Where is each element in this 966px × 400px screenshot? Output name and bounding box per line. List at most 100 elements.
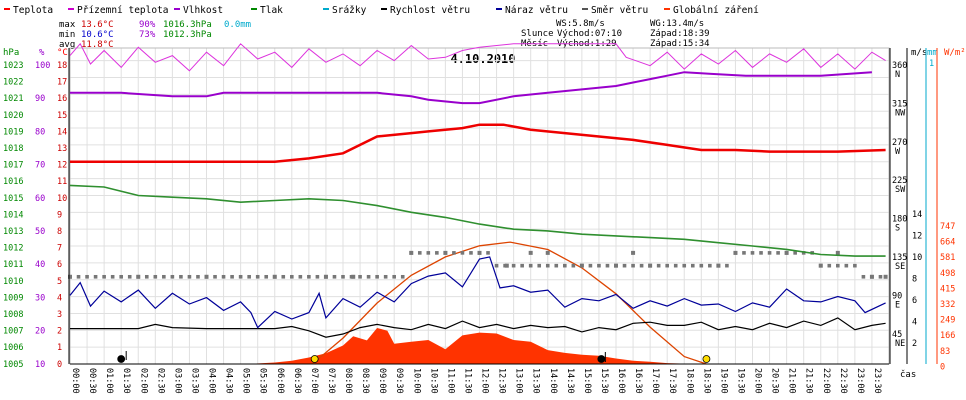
series-wind-direction-point <box>614 263 618 268</box>
series-wind-direction-point <box>733 251 738 255</box>
x-tick-label: 20:30 <box>770 368 780 394</box>
x-tick-label: 12:00 <box>480 368 490 394</box>
series-wind-direction-point <box>878 274 883 279</box>
series-wind-direction-point <box>545 263 550 268</box>
sun-label: Slunce <box>521 29 554 39</box>
series-wind-direction-point <box>85 274 89 279</box>
series-wind-direction-point <box>196 274 200 279</box>
wm-tick-label: 0 <box>940 362 945 372</box>
x-tick-label: 02:30 <box>155 368 165 394</box>
series-wind-direction-point <box>315 274 320 279</box>
x-tick-label: 09:00 <box>377 368 387 394</box>
wind-gust-info: WG:13.4m/s <box>650 19 704 29</box>
series-wind-direction-point <box>528 263 533 268</box>
series-clear-sky-radiation <box>311 241 707 365</box>
series-wind-direction-point <box>870 274 874 279</box>
series-wind-direction-point <box>827 263 832 268</box>
series-wind-direction-point <box>127 274 132 279</box>
series-wind-direction-point <box>486 251 490 255</box>
direction-cardinal-label: NW <box>895 108 906 118</box>
legend-label: Srážky <box>332 5 367 16</box>
series-wind-direction-point <box>682 263 687 268</box>
series-wind-direction-point <box>836 263 840 268</box>
stats-panel: max 13.6°C 90% 1016.3hPa 0.0mm min 10.6°C 73% 10… <box>59 20 251 50</box>
moonset-time: Západ:15:34 <box>650 39 710 49</box>
legend-label: Náraz větru <box>505 5 568 16</box>
series-wind-direction-point <box>93 274 98 279</box>
hpa-tick-label: 1022 <box>3 78 23 88</box>
series-wind-direction-point <box>853 263 857 268</box>
x-tick-label: 05:00 <box>241 368 251 394</box>
sunrise-marker <box>310 355 319 363</box>
series-humidity <box>70 71 872 105</box>
x-tick-label: 19:00 <box>718 368 728 394</box>
x-tick-label: 17:00 <box>650 368 660 394</box>
direction-degree-label: 135 <box>892 253 907 263</box>
temp-tick-label: 18 <box>57 61 67 71</box>
series-wind-direction-point <box>818 263 823 268</box>
hpa-tick-label: 1016 <box>3 177 23 187</box>
series-wind-direction-point <box>469 251 473 255</box>
series-wind-direction-point <box>503 263 507 268</box>
series-wind-direction-point <box>656 263 661 268</box>
series-wind-direction-point <box>375 274 379 279</box>
series-wind-direction-point <box>622 263 627 268</box>
direction-cardinal-label: S <box>895 224 900 234</box>
hpa-tick-label: 1012 <box>3 244 23 254</box>
series-wind-direction-point <box>170 274 175 279</box>
hpa-axis-title: hPa <box>3 48 19 58</box>
series-wind-direction-point <box>435 251 439 255</box>
series-wind-direction-point <box>563 263 567 268</box>
wm-tick-label: 83 <box>940 347 950 357</box>
x-tick-label: 10:00 <box>411 368 421 394</box>
stat-rain: 0.0mm <box>224 20 251 30</box>
direction-degree-label: 90 <box>892 291 902 301</box>
series-pressure <box>69 184 886 257</box>
x-tick-label: 22:00 <box>821 368 831 394</box>
series-wind-direction-point <box>528 250 533 255</box>
series-wind-direction-point <box>400 274 405 279</box>
legend-label: Vlhkost <box>183 5 223 16</box>
moonrise-marker <box>117 355 126 363</box>
direction-degree-label: 180 <box>892 215 907 225</box>
stat-pressure: 1016.3hPa <box>163 20 212 30</box>
series-wind-direction-point <box>290 274 294 279</box>
series-wind-direction-point <box>392 274 396 279</box>
series-wind-direction-point <box>204 274 209 279</box>
series-wind-direction-point <box>742 251 746 255</box>
series-global-radiation <box>70 328 886 364</box>
series-wind-direction-point <box>349 274 354 279</box>
series-wind-direction-point <box>247 274 251 279</box>
x-tick-label: 18:00 <box>684 368 694 394</box>
x-tick-label: 00:00 <box>70 368 80 394</box>
hpa-tick-label: 1015 <box>3 194 23 204</box>
series-wind-direction-point <box>76 274 81 279</box>
hpa-tick-label: 1017 <box>3 161 23 171</box>
wm-tick-label: 581 <box>940 253 955 263</box>
hpa-tick-label: 1008 <box>3 310 23 320</box>
x-tick-label: 06:00 <box>275 368 285 394</box>
series-wind-direction-point <box>358 274 362 279</box>
series-wind-direction-point <box>537 263 542 268</box>
temp-tick-label: 11 <box>57 177 67 187</box>
series-wind-direction-point <box>554 263 559 268</box>
series-wind-direction-point <box>341 274 345 279</box>
hpa-tick-label: 1013 <box>3 227 23 237</box>
legend-label: Tlak <box>260 5 283 16</box>
series-wind-direction-point <box>597 263 601 268</box>
series-wind-direction-point <box>221 274 226 279</box>
wm-tick-label: 498 <box>940 269 955 279</box>
series-wind-direction-point <box>759 251 763 255</box>
x-tick-label: 16:00 <box>616 368 626 394</box>
x-tick-label: 23:30 <box>872 368 882 394</box>
legend-label: Přízemní teplota <box>77 5 169 16</box>
series-wind-direction-point <box>648 263 652 268</box>
temp-tick-label: 1 <box>57 343 62 353</box>
x-tick-label: 02:00 <box>138 368 148 394</box>
direction-degree-label: 315 <box>892 99 907 109</box>
sunrise-time: Východ:07:10 <box>557 29 622 39</box>
stat-temp: 13.6°C <box>81 20 114 30</box>
series-wind-direction-point <box>417 251 422 255</box>
temp-tick-label: 12 <box>57 161 67 171</box>
